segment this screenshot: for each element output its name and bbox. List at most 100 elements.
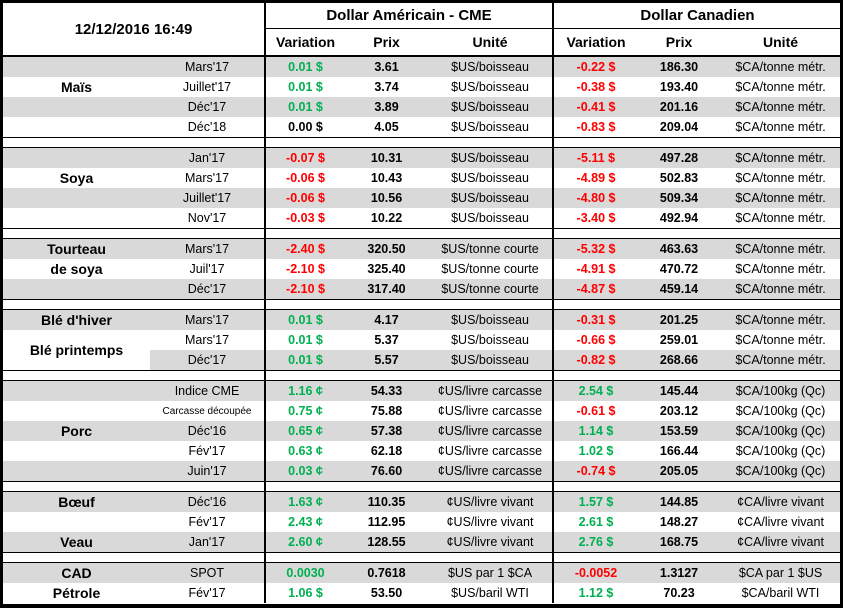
us-price-header: Prix — [345, 28, 429, 57]
delivery-month: Mars'17 — [184, 171, 230, 185]
delivery-month: Mars'17 — [150, 56, 266, 77]
ca-price: 502.83 — [659, 171, 699, 185]
ca-variation: -3.40 $ — [552, 208, 639, 229]
ca-unit: $CA/baril WTI — [741, 586, 820, 600]
ca-price: 509.34 — [638, 188, 721, 208]
ca-dollar-group-header: Dollar Canadien — [552, 3, 840, 29]
section-separator — [3, 552, 840, 563]
ca-unit: $CA/tonne métr. — [735, 171, 826, 185]
commodity-label: Porc — [3, 421, 150, 441]
us-price: 10.56 — [345, 188, 429, 208]
delivery-month: Carcasse découpée — [162, 405, 252, 417]
ca-price: 145.44 — [638, 380, 721, 401]
ca-price: 201.16 — [638, 97, 721, 117]
table-row: Mars'17 0.01 $3.61 $US/boisseau -0.22 $186.… — [3, 56, 840, 77]
ca-variation: -0.0052 — [552, 562, 639, 583]
ca-variation: -0.66 $ — [552, 330, 639, 350]
separator-us — [264, 137, 554, 148]
us-price: 4.17 — [345, 309, 429, 330]
us-price: 75.88 — [370, 404, 403, 418]
delivery-month: Juin'17 — [150, 461, 266, 482]
ca-variation: -4.91 $ — [552, 259, 639, 279]
delivery-month: Indice CME — [150, 380, 266, 401]
ca-variation: -0.83 $ — [552, 117, 639, 138]
us-variation: 2.60 ¢ — [264, 532, 346, 553]
separator-ca — [552, 370, 840, 381]
ca-variation: -5.11 $ — [552, 147, 639, 168]
section-separator — [3, 228, 840, 239]
commodity-label: Pétrole — [52, 585, 101, 601]
us-unit: ¢US/livre carcasse — [437, 444, 543, 458]
separator-ca — [552, 481, 840, 492]
us-unit: $US/tonne courte — [441, 262, 539, 276]
separator-left — [3, 370, 266, 381]
delivery-month: Fév'17 — [188, 444, 226, 458]
table-row: CAD SPOT 0.0030 0.7618 $US par 1 $CA -0.0052 1… — [3, 562, 840, 583]
separator-ca — [552, 137, 840, 148]
commodity-label: Tourteau — [3, 238, 150, 259]
us-unit: $US/boisseau — [428, 188, 554, 208]
ca-price: 459.14 — [638, 279, 721, 300]
table-row: Blé d'hiver Mars'17 0.01 $4.17 $US/boisseau… — [3, 309, 840, 330]
us-unit: ¢US/livre carcasse — [428, 380, 554, 401]
ca-price: 209.04 — [659, 120, 699, 134]
ca-variation: -0.41 $ — [552, 97, 639, 117]
commodity-label: de soya — [50, 261, 103, 277]
section-separator — [3, 370, 840, 381]
ca-price-header: Prix — [638, 28, 721, 57]
commodity-label: Blé printemps — [29, 342, 124, 358]
separator-left — [3, 552, 266, 563]
us-variation: 0.0030 — [264, 562, 346, 583]
commodity-label — [3, 512, 150, 532]
delivery-month: Juillet'17 — [182, 80, 232, 94]
ca-variation: -4.80 $ — [552, 188, 639, 208]
us-variation: -0.06 $ — [264, 168, 346, 188]
commodity-label: Bœuf — [3, 491, 150, 512]
ca-unit: $CA/tonne métr. — [735, 262, 826, 276]
ca-price: 203.12 — [659, 404, 699, 418]
us-variation: -0.03 $ — [264, 208, 346, 229]
commodity-label — [3, 208, 150, 229]
delivery-month: Mars'17 — [150, 309, 266, 330]
commodity-label — [3, 461, 150, 482]
us-price: 10.43 — [370, 171, 403, 185]
commodity-label: Blé d'hiver — [3, 309, 150, 330]
ca-variation-header: Variation — [552, 28, 639, 57]
ca-unit: $CA/tonne métr. — [735, 333, 826, 347]
us-variation: 1.16 ¢ — [264, 380, 346, 401]
us-unit: $US/boisseau — [428, 309, 554, 330]
delivery-month: Déc'18 — [187, 120, 227, 134]
delivery-month: Juil'17 — [189, 262, 225, 276]
ca-price: 259.01 — [659, 333, 699, 347]
table-row: Pétrole Fév'17 1.06 $ 53.50 $US/baril WTI 1.1… — [3, 583, 840, 603]
ca-price: 153.59 — [638, 421, 721, 441]
table-row: Nov'17 -0.03 $ 10.22 $US/boisseau -3.40 $ 492… — [3, 208, 840, 229]
us-unit: $US/baril WTI — [451, 586, 529, 600]
us-unit: $US/boisseau — [428, 147, 554, 168]
ca-variation: 1.57 $ — [552, 491, 639, 512]
ca-unit: $CA/tonne métr. — [720, 350, 840, 371]
table-row: Soya Mars'17 -0.06 $ 10.43 $US/boisseau -4.89… — [3, 168, 840, 188]
ca-unit: $CA/tonne métr. — [735, 211, 826, 225]
separator-left — [3, 481, 266, 492]
table-row: Indice CME 1.16 ¢ 54.33 ¢US/livre carcasse 2… — [3, 380, 840, 401]
table-row: Veau Jan'17 2.60 ¢ 128.55 ¢US/livre vivant 2.… — [3, 532, 840, 553]
commodity-label: Maïs — [60, 79, 93, 95]
table-row: Carcasse découpée 0.75 ¢ 75.88 ¢US/livre ca… — [3, 401, 840, 421]
delivery-month: Mars'17 — [150, 238, 266, 259]
us-unit: ¢US/livre carcasse — [428, 461, 554, 482]
us-unit: ¢US/livre vivant — [428, 532, 554, 553]
ca-variation: -0.38 $ — [552, 77, 639, 97]
us-variation: 0.01 $ — [264, 56, 346, 77]
ca-price: 166.44 — [659, 444, 699, 458]
section-separator — [3, 481, 840, 492]
ca-price: 148.27 — [659, 515, 699, 529]
ca-variation: 2.54 $ — [552, 380, 639, 401]
delivery-month: Nov'17 — [187, 211, 227, 225]
us-unit: $US/tonne courte — [428, 238, 554, 259]
delivery-month: Déc'17 — [150, 97, 266, 117]
us-price: 54.33 — [345, 380, 429, 401]
delivery-month: Jan'17 — [150, 147, 266, 168]
header-columns-row: Variation Prix Unité Variation Prix Unit… — [3, 28, 840, 57]
